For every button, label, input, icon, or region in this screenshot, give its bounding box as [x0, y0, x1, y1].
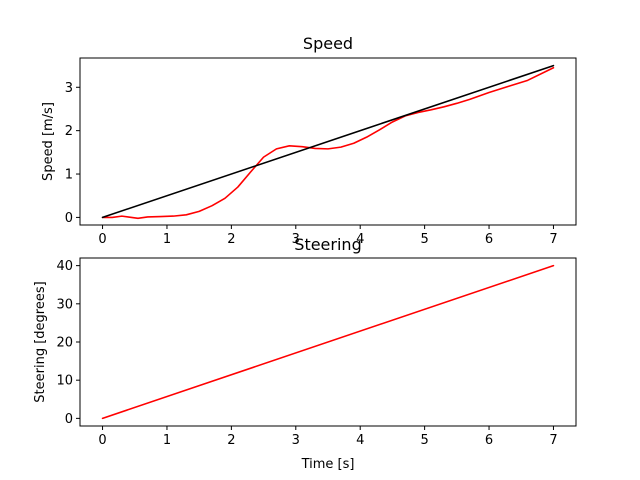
steering-y-ticks: 0 10 20 30 40	[56, 259, 80, 427]
speed-subplot: 0 1 2 3 4 5 6 7 0 1 2 3 Speed Speed [m/s]	[41, 34, 577, 247]
speed-series-line-0	[101, 66, 555, 220]
speed-y-tick-label: 1	[65, 168, 73, 183]
speed-y-ticks: 0 1 2 3	[65, 81, 80, 226]
steering-y-tick-label: 30	[56, 297, 73, 312]
steering-x-tick-label: 1	[163, 433, 171, 448]
steering-x-tick-label: 7	[549, 433, 557, 448]
speed-x-tick-label: 0	[98, 232, 106, 247]
steering-x-axis-label: Time [s]	[301, 457, 355, 472]
steering-x-tick-label: 6	[485, 433, 493, 448]
speed-x-tick-label: 5	[420, 232, 428, 247]
steering-y-tick-label: 40	[56, 259, 73, 274]
steering-x-tick-label: 5	[420, 433, 428, 448]
steering-x-tick-label: 0	[98, 433, 106, 448]
speed-y-tick-label: 0	[65, 211, 73, 226]
steering-x-tick-label: 2	[227, 433, 235, 448]
speed-x-tick-label: 3	[292, 232, 300, 247]
steering-x-tick-label: 4	[356, 433, 364, 448]
steering-y-axis-label: Steering [degrees]	[33, 281, 48, 402]
speed-x-tick-label: 4	[356, 232, 364, 247]
speed-x-tick-label: 7	[549, 232, 557, 247]
speed-series-line-1	[101, 64, 555, 219]
steering-x-tick-label: 3	[292, 433, 300, 448]
speed-series-lines	[101, 64, 555, 220]
speed-x-ticks: 0 1 2 3 4 5 6 7	[98, 225, 558, 247]
steering-x-ticks: 0 1 2 3 4 5 6 7	[98, 426, 558, 448]
steering-y-tick-label: 0	[65, 412, 73, 427]
speed-y-axis-label: Speed [m/s]	[41, 102, 56, 181]
speed-axes-frame	[79, 57, 577, 226]
speed-x-tick-label: 6	[485, 232, 493, 247]
steering-chart-title: Steering	[294, 235, 361, 254]
steering-y-tick-label: 20	[56, 336, 73, 351]
speed-y-tick-label: 3	[65, 81, 73, 96]
speed-x-tick-label: 1	[163, 232, 171, 247]
steering-y-tick-label: 10	[56, 374, 73, 389]
speed-y-tick-label: 2	[65, 124, 73, 139]
speed-chart-title: Speed	[303, 34, 353, 53]
steering-series-lines	[101, 264, 555, 420]
steering-series-line-0	[101, 264, 555, 420]
speed-x-tick-label: 2	[227, 232, 235, 247]
